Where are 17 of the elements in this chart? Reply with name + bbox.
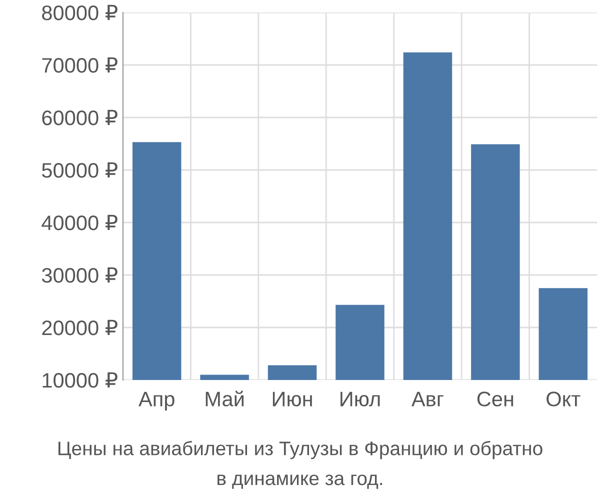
x-tick-label: Авг xyxy=(411,392,444,406)
y-tick-label: 10000 ₽ xyxy=(42,372,118,388)
text: в динамике за год. xyxy=(218,474,382,489)
y-tick-label: 80000 ₽ xyxy=(42,4,118,20)
text: Цены на авиабилеты из Тулузы в Францию и обратно xyxy=(58,440,542,460)
y-tick-label: 40000 ₽ xyxy=(42,214,118,230)
x-tick-label: Июл xyxy=(340,392,380,406)
y-tick-label: 50000 ₽ xyxy=(42,162,118,178)
y-tick-label: 20000 ₽ xyxy=(42,320,118,336)
y-tick-label: 70000 ₽ xyxy=(42,57,118,73)
x-tick-label: Май xyxy=(206,390,244,406)
y-tick-label: 60000 ₽ xyxy=(42,110,118,126)
x-tick-label: Июн xyxy=(272,392,312,406)
x-tick-label: Окт xyxy=(546,392,580,406)
y-tick-label: 30000 ₽ xyxy=(42,267,118,283)
x-tick-label: Апр xyxy=(138,392,174,411)
x-tick-label: Сен xyxy=(477,392,514,406)
